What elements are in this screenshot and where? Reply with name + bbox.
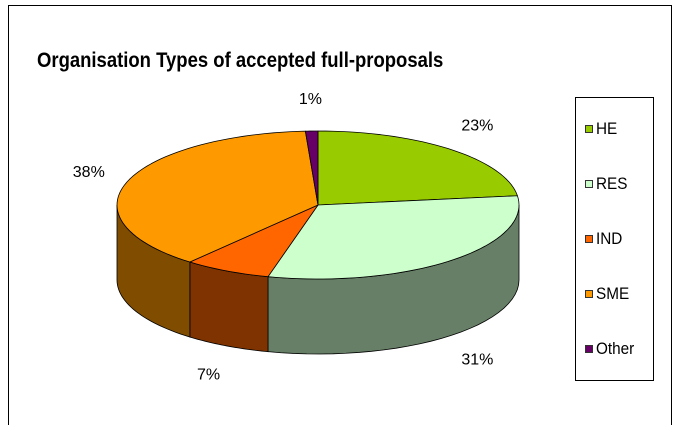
value-label-res: 31% <box>461 352 493 369</box>
legend: HE RES IND SME Other <box>575 97 654 381</box>
legend-label: HE <box>596 119 618 138</box>
pie-slice-he <box>317 130 518 206</box>
pie-slice-other <box>304 130 319 206</box>
legend-item-other: Other <box>585 338 639 360</box>
legend-label: IND <box>596 229 623 248</box>
legend-label: Other <box>596 339 635 358</box>
legend-swatch <box>585 125 593 133</box>
legend-swatch <box>585 235 593 243</box>
value-label-sme: 38% <box>73 164 105 181</box>
value-label-other: 1% <box>299 91 322 108</box>
legend-label: SME <box>596 284 630 303</box>
legend-swatch <box>585 345 593 353</box>
pie-slice-sme <box>116 130 319 263</box>
chart-title: Organisation Types of accepted full-prop… <box>37 49 444 72</box>
legend-item-ind: IND <box>585 228 625 250</box>
legend-swatch <box>585 290 593 298</box>
legend-swatch <box>585 180 593 188</box>
legend-label: RES <box>596 174 628 193</box>
value-label-ind: 7% <box>197 366 220 383</box>
legend-item-sme: SME <box>585 283 633 305</box>
legend-item-res: RES <box>585 173 631 195</box>
legend-item-he: HE <box>585 118 620 140</box>
pie-slice-ind <box>189 204 319 278</box>
pie-slice-res <box>267 195 520 280</box>
value-label-he: 23% <box>461 118 493 135</box>
